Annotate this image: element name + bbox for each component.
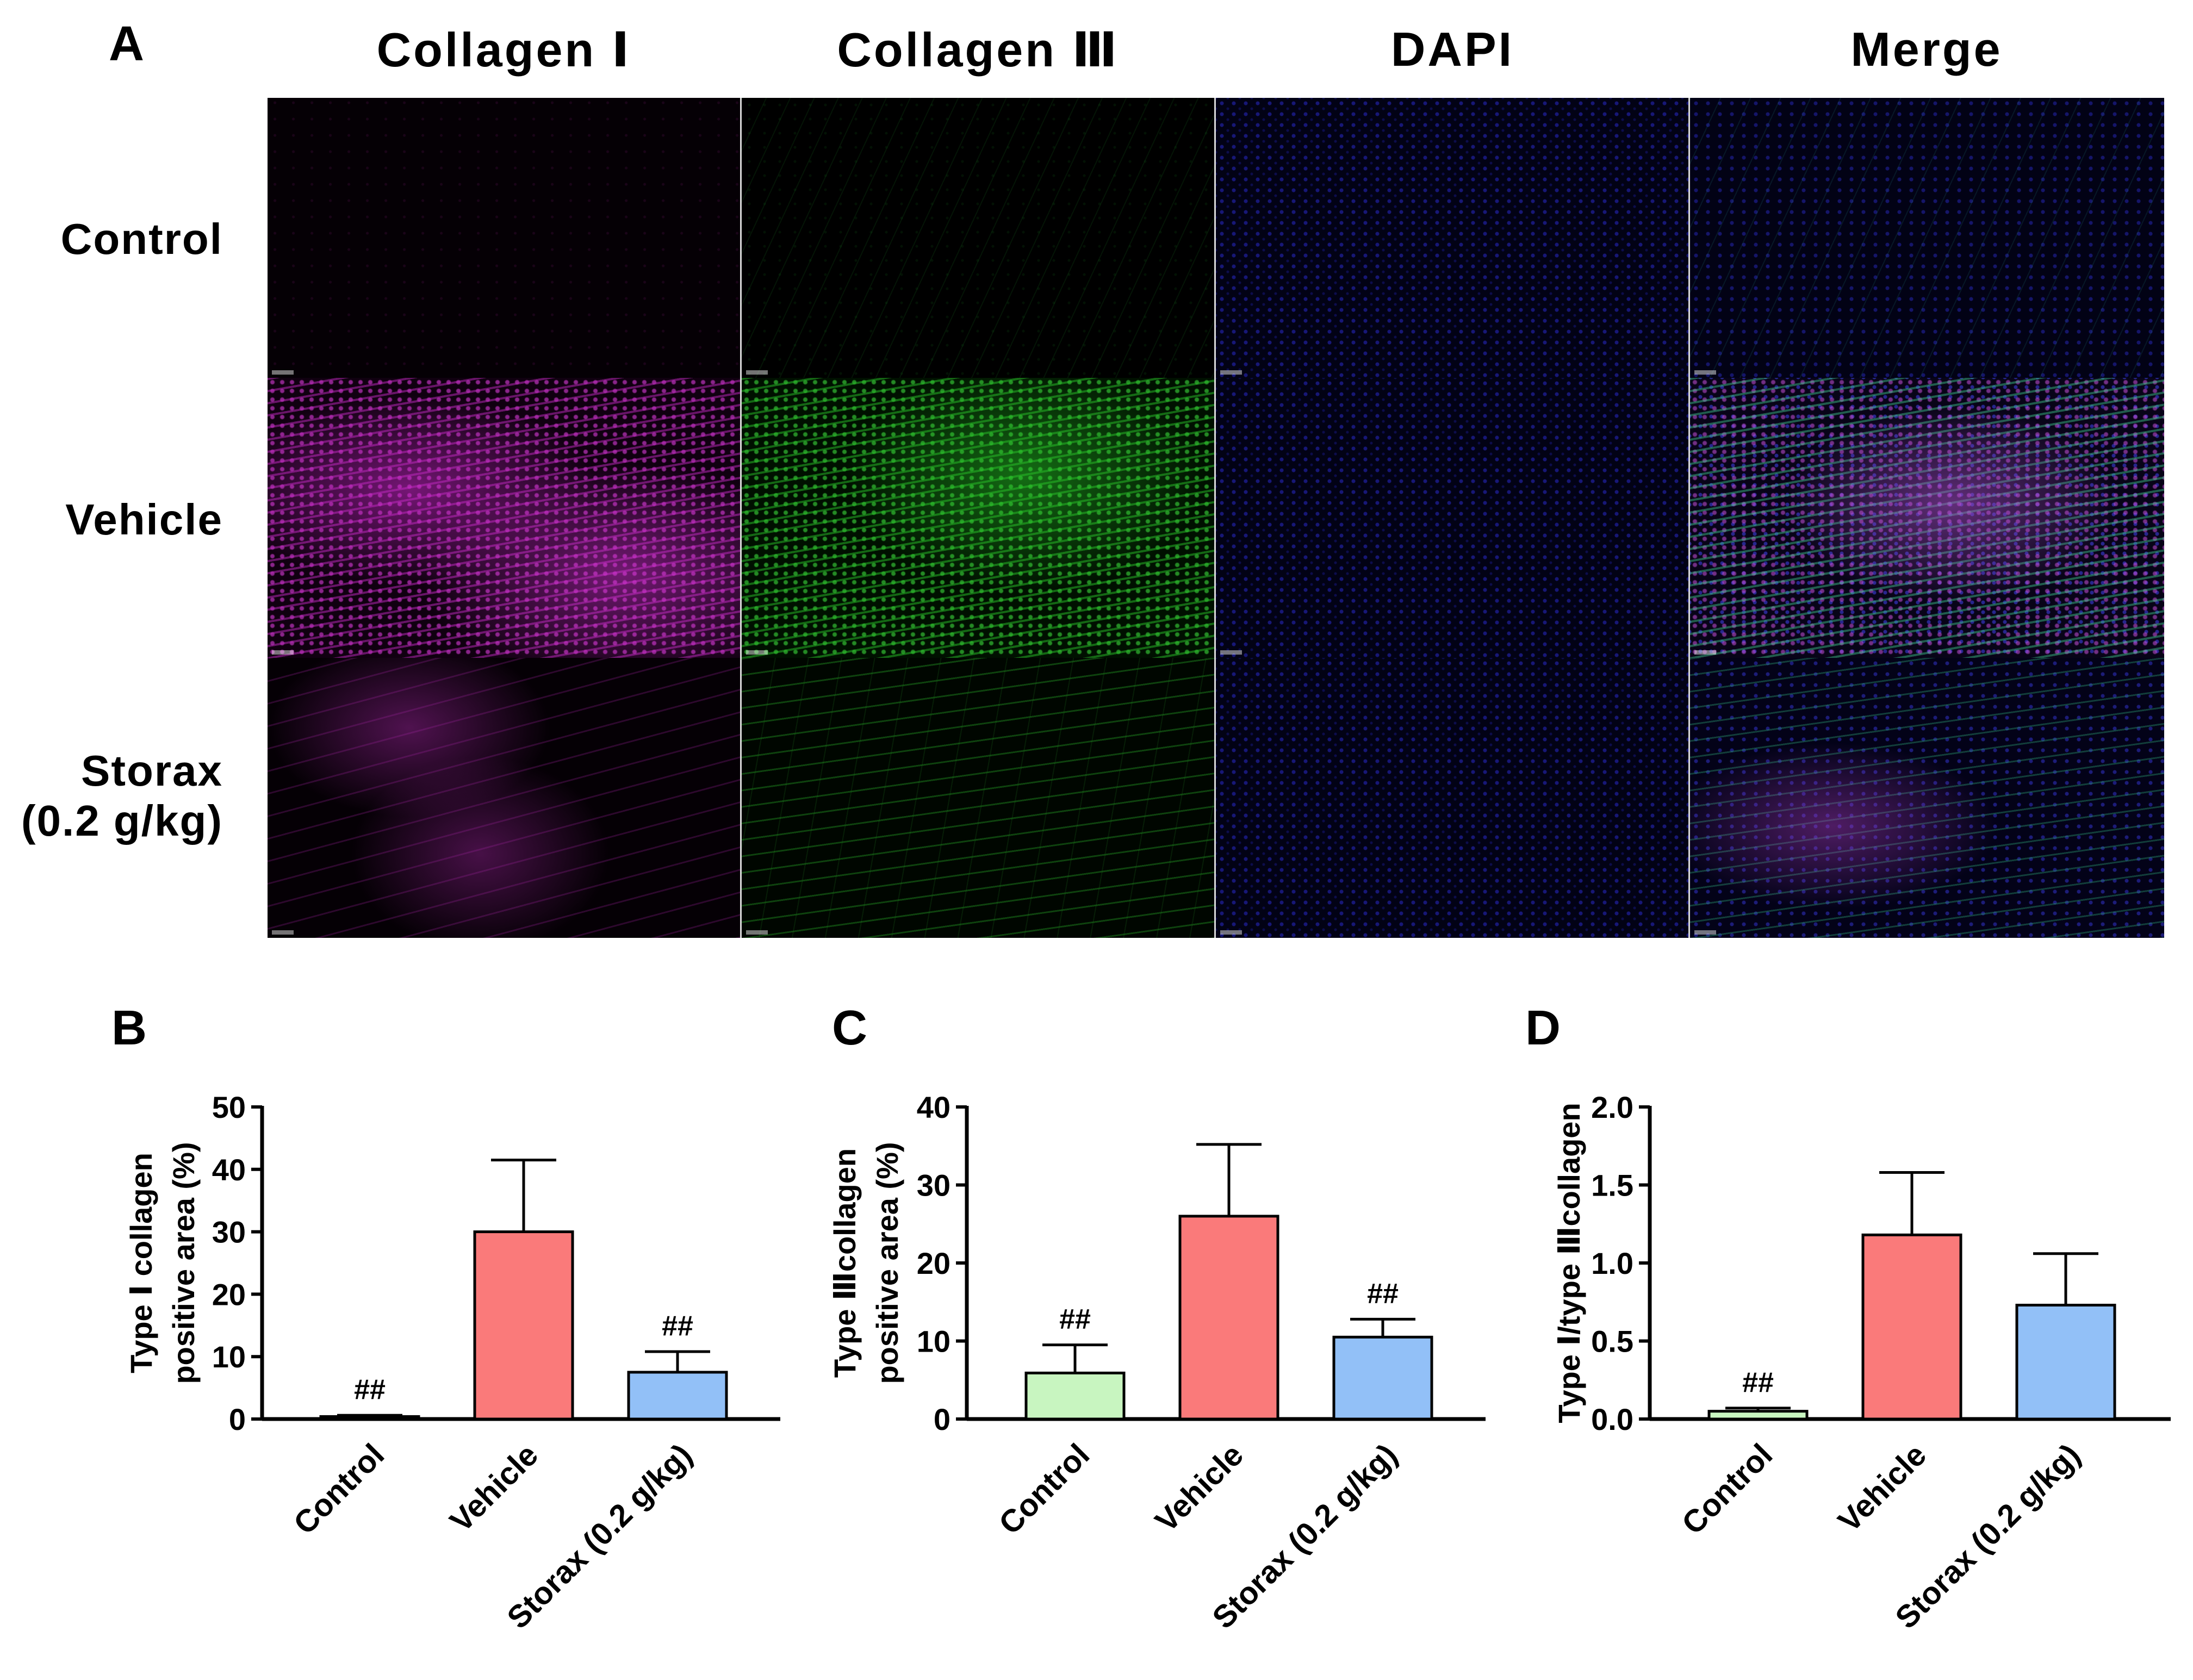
y-axis-label: Type Ⅲcollagen	[828, 1148, 862, 1378]
significance-annotation: ##	[1367, 1278, 1399, 1309]
micrograph-storax-dapi	[1216, 658, 1690, 938]
y-axis-label: Type Ⅰ/type Ⅲcollagen	[1552, 1103, 1586, 1423]
scale-bar	[746, 930, 768, 935]
micrograph-control-merge	[1690, 98, 2164, 378]
column-header-collagen-i: Collagen Ⅰ	[376, 23, 632, 77]
row-label-control: Control	[11, 214, 223, 264]
micrograph-vehicle-collagen-i	[268, 378, 742, 658]
y-tick-label: 0.0	[1591, 1402, 1633, 1436]
micrograph-storax-merge	[1690, 658, 2164, 938]
significance-annotation: ##	[354, 1374, 386, 1405]
y-tick-label: 50	[212, 1090, 246, 1124]
panel-b-letter: B	[111, 1001, 147, 1055]
y-tick-label: 1.0	[1591, 1246, 1633, 1280]
column-header-dapi: DAPI	[1390, 22, 1514, 76]
significance-annotation: ##	[1742, 1367, 1774, 1398]
chart-b: 0 10 20 30 40 50 Type Ⅰ collagen positive area …	[124, 1090, 780, 1635]
x-category-label: Control	[1675, 1437, 1779, 1541]
micrograph-vehicle-dapi	[1216, 378, 1690, 658]
micrograph-vehicle-collagen-iii	[742, 378, 1216, 658]
y-tick-label: 10	[212, 1340, 246, 1374]
x-category-label: Vehicle	[1831, 1437, 1933, 1539]
row-label-storax-text: Storax	[81, 746, 223, 795]
scale-bar	[1220, 650, 1242, 655]
y-tick-label: 0	[229, 1402, 246, 1436]
bar-storax	[2015, 1303, 2116, 1421]
scale-bar	[746, 650, 768, 655]
column-header-merge: Merge	[1850, 22, 2003, 76]
micrograph-control-collagen-i	[268, 98, 742, 378]
y-axis-label: positive area (%)	[166, 1142, 201, 1384]
column-header-collagen-iii: Collagen Ⅲ	[837, 23, 1120, 77]
x-category-label: Vehicle	[443, 1437, 545, 1539]
bar-vehicle	[1861, 1233, 1962, 1421]
y-axis-label: positive area (%)	[870, 1142, 904, 1384]
scale-bar	[1694, 370, 1716, 375]
panel-c-letter: C	[832, 1001, 867, 1055]
y-tick-label: 0.5	[1591, 1324, 1633, 1359]
y-tick-label: 1.5	[1591, 1168, 1633, 1203]
scale-bar	[272, 650, 294, 655]
y-tick-label: 0	[934, 1402, 950, 1436]
x-category-label: Vehicle	[1148, 1437, 1250, 1539]
scale-bar	[1220, 370, 1242, 375]
x-category-label: Control	[992, 1437, 1096, 1541]
y-tick-label: 2.0	[1591, 1090, 1633, 1124]
micrograph-control-collagen-iii	[742, 98, 1216, 378]
y-tick-label: 40	[917, 1090, 950, 1124]
bar-control	[1024, 1371, 1126, 1421]
y-tick-label: 30	[917, 1168, 950, 1203]
y-tick-label: 10	[917, 1324, 950, 1359]
y-axis-label: Type Ⅰ collagen	[124, 1153, 158, 1373]
bar-control	[1707, 1410, 1809, 1421]
panel-d-letter: D	[1525, 1001, 1561, 1055]
significance-annotation: ##	[662, 1310, 693, 1342]
x-category-label: Control	[287, 1437, 391, 1541]
row-label-vehicle-text: Vehicle	[65, 495, 223, 544]
chart-c: 0 10 20 30 40 Type Ⅲcollagen positive area (%)…	[828, 1090, 1486, 1635]
bar-storax	[1332, 1335, 1433, 1421]
row-label-control-text: Control	[60, 215, 223, 263]
y-tick-label: 40	[212, 1153, 246, 1187]
bar-vehicle	[473, 1230, 574, 1421]
panel-a-letter: A	[109, 17, 144, 71]
y-tick-label: 30	[212, 1215, 246, 1249]
scale-bar	[272, 930, 294, 935]
scale-bar	[272, 370, 294, 375]
scale-bar	[1694, 650, 1716, 655]
scale-bar	[746, 370, 768, 375]
significance-annotation: ##	[1059, 1304, 1091, 1335]
row-label-storax: Storax (0.2 g/kg)	[11, 746, 223, 846]
row-label-storax-dose: (0.2 g/kg)	[21, 797, 223, 845]
y-tick-label: 20	[917, 1246, 950, 1280]
micrograph-vehicle-merge	[1690, 378, 2164, 658]
micrograph-control-dapi	[1216, 98, 1690, 378]
y-tick-label: 20	[212, 1277, 246, 1311]
scale-bar	[1220, 930, 1242, 935]
scale-bar	[1694, 930, 1716, 935]
bar-vehicle	[1178, 1215, 1279, 1421]
micrograph-storax-collagen-i	[268, 658, 742, 938]
bar-storax	[627, 1371, 728, 1421]
micrograph-storax-collagen-iii	[742, 658, 1216, 938]
bar-control	[319, 1415, 420, 1421]
row-label-vehicle: Vehicle	[11, 495, 223, 545]
